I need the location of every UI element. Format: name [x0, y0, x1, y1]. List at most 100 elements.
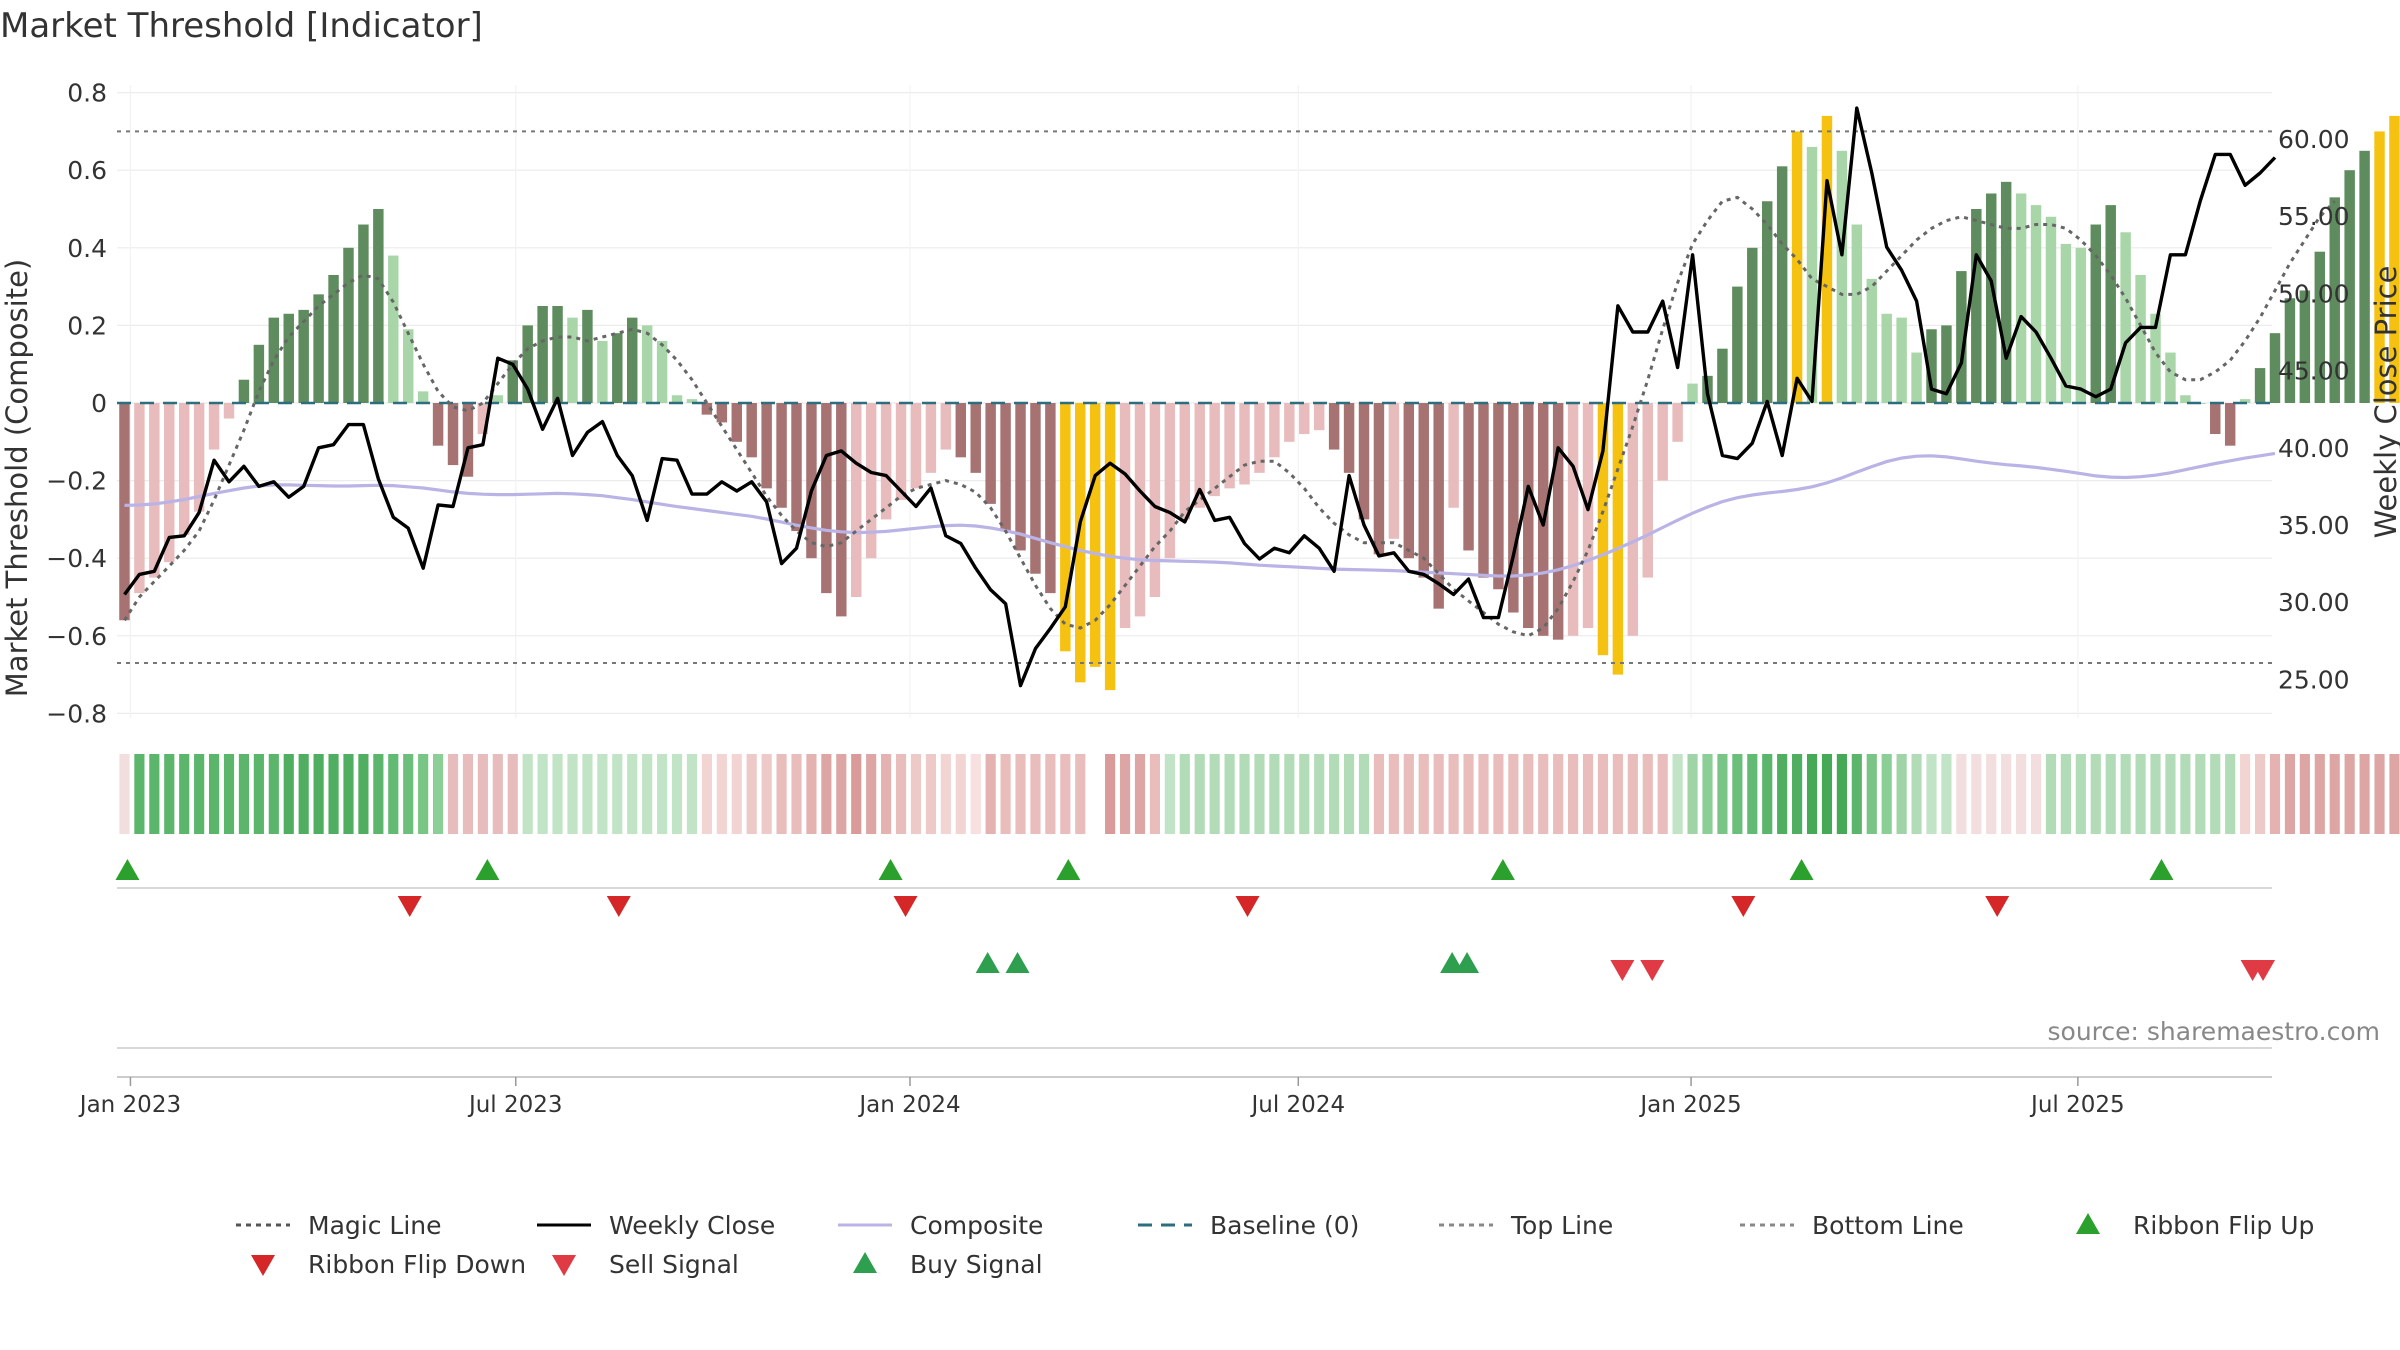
- composite-bar: [1388, 403, 1400, 539]
- ribbon-cell: [2120, 754, 2131, 834]
- composite-bar: [806, 403, 817, 559]
- ribbon-cell: [2016, 754, 2027, 834]
- composite-bar: [193, 403, 205, 512]
- composite-bar: [1448, 403, 1459, 508]
- ribbon-cell: [686, 754, 698, 834]
- ribbon-cell: [1060, 754, 1071, 834]
- composite-bar: [925, 403, 937, 473]
- ribbon-cell: [642, 754, 653, 834]
- ribbon-flip-up-marker: [2149, 859, 2174, 880]
- legend-ribbon-flip-down-swatch: [251, 1255, 275, 1276]
- ribbon-cell: [1000, 754, 1011, 834]
- composite-bar: [1627, 403, 1639, 636]
- ribbon-cell: [836, 754, 847, 834]
- composite-bar: [1194, 403, 1205, 508]
- composite-bar: [582, 309, 593, 403]
- ribbon-cell: [507, 754, 518, 834]
- ribbon-cell: [1672, 754, 1683, 834]
- ribbon-cell: [388, 754, 399, 834]
- ribbon-cell: [2135, 754, 2146, 834]
- ribbon-cell: [1971, 754, 1982, 834]
- legend-baseline-0-label: Baseline (0): [1210, 1211, 1359, 1240]
- composite-bar: [2254, 368, 2266, 403]
- buy-signal-marker: [975, 952, 1000, 973]
- y-tick-right: 45.00: [2278, 357, 2350, 386]
- source-credit: source: sharemaestro.com: [2048, 1017, 2381, 1046]
- composite-bar: [149, 403, 160, 578]
- composite-bar: [865, 403, 877, 559]
- composite-bar: [1657, 403, 1668, 481]
- composite-bar: [761, 403, 772, 489]
- ribbon-cell: [1105, 754, 1116, 834]
- legend-bottom-line-label: Bottom Line: [1812, 1211, 1964, 1240]
- ribbon-cell: [1045, 754, 1056, 834]
- ribbon-cell: [208, 754, 220, 834]
- ribbon-cell: [1956, 754, 1967, 834]
- composite-bar: [791, 403, 802, 532]
- ribbon-cell: [1642, 754, 1653, 834]
- composite-bar: [1508, 403, 1519, 613]
- ribbon-cell: [1239, 754, 1250, 834]
- ribbon-cell: [134, 754, 145, 834]
- y-tick-right: 35.00: [2278, 511, 2350, 540]
- x-tick-label: Jan 2024: [857, 1092, 960, 1118]
- composite-bar: [388, 255, 399, 403]
- composite-bar: [208, 403, 220, 450]
- composite-bar: [1089, 403, 1101, 667]
- composite-bar: [1030, 403, 1041, 574]
- composite-bar: [1552, 403, 1564, 640]
- composite-bar: [746, 403, 757, 458]
- ribbon-cell: [1836, 754, 1847, 834]
- composite-bar: [2075, 247, 2087, 403]
- composite-bar: [2239, 399, 2251, 403]
- composite-bar: [701, 403, 713, 415]
- ribbon-cell: [2060, 754, 2071, 834]
- signal-panels: [115, 859, 2276, 1078]
- ribbon-cell: [253, 754, 264, 834]
- ribbon-cell: [1702, 754, 1713, 834]
- ribbon-cell: [1627, 754, 1638, 834]
- composite-bar: [1134, 403, 1146, 617]
- composite-bar: [223, 403, 235, 419]
- ribbon-cell: [462, 754, 474, 834]
- ribbon-cell: [2195, 754, 2206, 834]
- ribbon-flip-down-marker: [1985, 896, 2010, 917]
- ribbon-cell: [1209, 754, 1220, 834]
- ribbon-cell: [881, 754, 892, 834]
- composite-bar: [2210, 403, 2221, 435]
- composite-bar: [656, 340, 668, 403]
- composite-bar: [641, 325, 653, 403]
- composite-bar: [671, 395, 683, 403]
- composite-bar: [2269, 333, 2281, 403]
- ribbon-cell: [403, 754, 414, 834]
- ribbon-cell: [2165, 754, 2176, 834]
- composite-bar: [1806, 146, 1818, 404]
- buy-signal-marker: [1455, 952, 1480, 973]
- composite-bar: [910, 403, 922, 489]
- ribbon-cell: [1015, 754, 1026, 834]
- composite-bar: [537, 306, 548, 403]
- ribbon-cell: [731, 754, 742, 834]
- y-tick-right: 40.00: [2278, 434, 2350, 463]
- composite-bar: [1433, 403, 1444, 609]
- ribbon-cell: [1986, 754, 1997, 834]
- y-tick-right: 50.00: [2278, 279, 2350, 308]
- x-tick-label: Jul 2023: [467, 1092, 563, 1118]
- composite-bar: [373, 209, 384, 403]
- y-tick-left: −0.2: [46, 467, 107, 496]
- composite-bar: [985, 403, 996, 504]
- ribbon-cell: [597, 754, 608, 834]
- ribbon-cell: [1747, 754, 1758, 834]
- ribbon-flip-up-marker: [1056, 859, 1081, 880]
- composite-bar: [1672, 403, 1683, 442]
- composite-bar: [1926, 329, 1937, 403]
- ribbon-cell: [1777, 754, 1788, 834]
- composite-bar: [2224, 403, 2236, 446]
- ribbon-cell: [1343, 754, 1355, 834]
- composite-bar: [1747, 247, 1758, 403]
- ribbon-cell: [1448, 754, 1459, 834]
- composite-bar: [836, 403, 847, 617]
- composite-bar: [1254, 403, 1265, 473]
- ribbon-cell: [1329, 754, 1340, 834]
